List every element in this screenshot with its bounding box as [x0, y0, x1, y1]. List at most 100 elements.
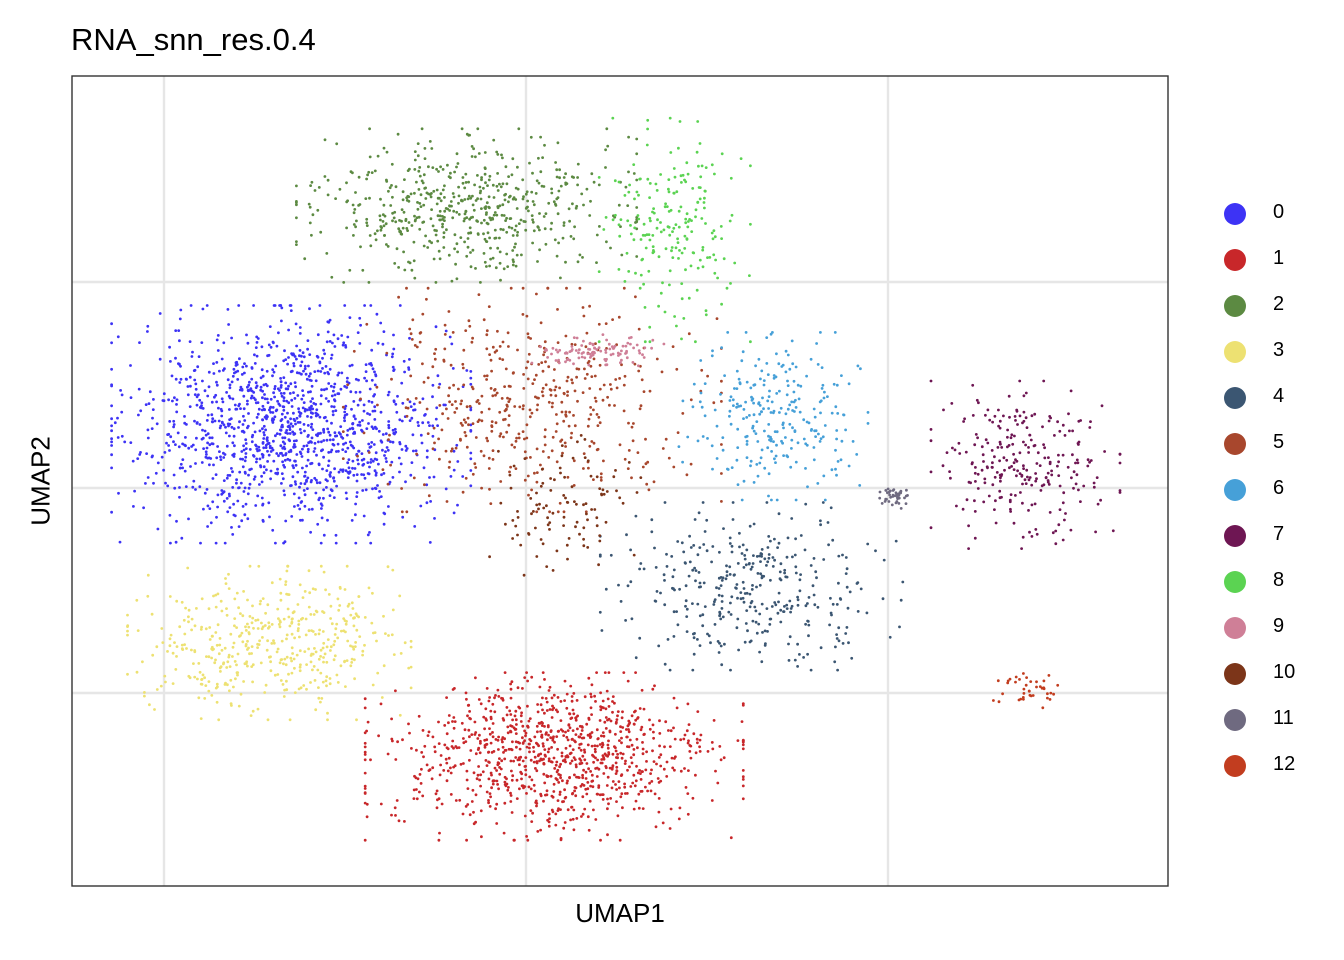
scatter-point	[365, 221, 369, 225]
scatter-point	[741, 543, 745, 547]
scatter-point	[823, 390, 826, 394]
scatter-point	[571, 202, 574, 206]
scatter-point	[1056, 420, 1059, 424]
scatter-point	[767, 553, 771, 556]
scatter-point	[476, 773, 480, 777]
scatter-point	[532, 203, 536, 207]
scatter-point	[400, 487, 403, 490]
scatter-point	[547, 812, 551, 816]
scatter-point	[490, 369, 493, 373]
scatter-point	[483, 237, 487, 241]
scatter-point	[770, 605, 774, 608]
scatter-point	[498, 434, 502, 438]
scatter-point	[232, 641, 236, 645]
scatter-point	[400, 510, 404, 514]
scatter-point	[1027, 478, 1031, 482]
scatter-point	[455, 407, 459, 410]
scatter-point	[461, 176, 465, 179]
scatter-point	[434, 417, 438, 421]
scatter-point	[244, 643, 248, 646]
scatter-point	[1012, 452, 1015, 456]
scatter-point	[718, 745, 722, 748]
scatter-point	[465, 369, 469, 372]
scatter-point	[437, 838, 441, 842]
scatter-point	[793, 553, 797, 557]
scatter-point	[1035, 462, 1039, 465]
scatter-point	[469, 457, 473, 461]
scatter-point	[276, 607, 280, 611]
scatter-point	[295, 216, 298, 220]
scatter-point	[570, 716, 574, 720]
scatter-point	[464, 434, 468, 438]
scatter-point	[617, 315, 621, 319]
scatter-point	[253, 353, 256, 357]
scatter-point	[240, 631, 244, 635]
scatter-point	[377, 429, 381, 433]
scatter-point	[1027, 509, 1030, 512]
scatter-point	[569, 818, 572, 822]
scatter-point	[275, 650, 279, 654]
scatter-point	[526, 838, 530, 842]
scatter-point	[518, 741, 521, 745]
scatter-point	[465, 132, 469, 136]
scatter-point	[501, 203, 505, 207]
scatter-point	[856, 364, 860, 368]
scatter-point	[621, 726, 625, 729]
scatter-point	[399, 232, 403, 236]
scatter-point	[476, 127, 480, 131]
scatter-point	[288, 624, 292, 628]
scatter-point	[243, 371, 246, 375]
scatter-point	[710, 741, 714, 744]
scatter-point	[433, 352, 436, 355]
scatter-point	[240, 519, 244, 523]
scatter-point	[196, 365, 200, 369]
scatter-point	[302, 489, 306, 492]
scatter-point	[720, 579, 724, 582]
scatter-point	[835, 603, 839, 606]
scatter-point	[256, 494, 260, 498]
scatter-point	[277, 402, 281, 406]
scatter-point	[480, 207, 483, 211]
scatter-point	[371, 367, 375, 371]
scatter-point	[490, 420, 494, 423]
scatter-point	[490, 786, 493, 790]
scatter-point	[796, 441, 800, 445]
scatter-point	[684, 599, 688, 603]
scatter-point	[194, 448, 198, 452]
scatter-point	[598, 743, 602, 746]
scatter-point	[251, 663, 255, 667]
scatter-point	[699, 359, 703, 362]
scatter-point	[355, 495, 359, 498]
scatter-point	[657, 781, 661, 784]
scatter-point	[413, 408, 417, 412]
scatter-point	[545, 789, 549, 793]
scatter-point	[221, 400, 225, 404]
scatter-point	[812, 458, 816, 462]
scatter-point	[775, 430, 779, 434]
scatter-point	[667, 190, 671, 194]
scatter-point	[379, 218, 382, 222]
scatter-point	[259, 388, 263, 392]
scatter-point	[415, 452, 418, 456]
scatter-point	[819, 646, 823, 650]
scatter-point	[585, 187, 589, 191]
scatter-point	[526, 360, 530, 364]
scatter-point	[635, 220, 639, 224]
scatter-point	[759, 572, 762, 576]
scatter-point	[486, 231, 490, 235]
scatter-point	[278, 389, 281, 392]
scatter-point	[448, 335, 452, 339]
scatter-point	[435, 188, 439, 192]
scatter-point	[592, 408, 595, 412]
scatter-point	[585, 792, 589, 796]
scatter-point	[564, 260, 567, 264]
scatter-point	[218, 450, 221, 453]
scatter-point	[535, 724, 539, 728]
scatter-point	[767, 494, 770, 498]
scatter-point	[485, 201, 489, 205]
scatter-point	[438, 214, 442, 218]
scatter-point	[430, 241, 433, 245]
scatter-point	[455, 277, 459, 281]
scatter-point	[999, 479, 1002, 483]
scatter-point	[644, 768, 648, 772]
